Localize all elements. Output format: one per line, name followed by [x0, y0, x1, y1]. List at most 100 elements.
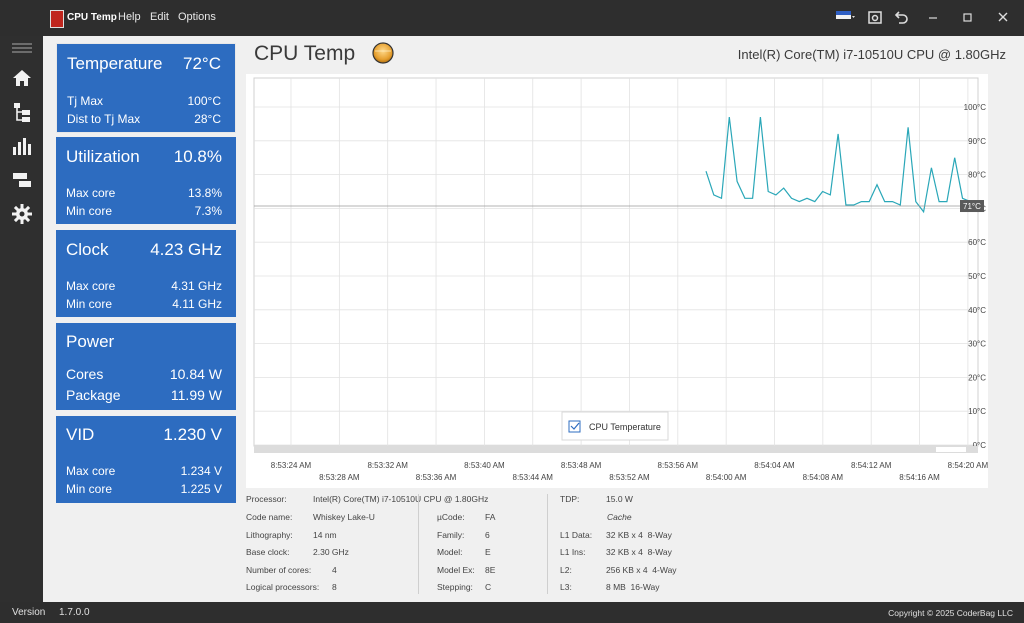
- plot-frame: [253, 77, 979, 447]
- y-tick-label: 20°C: [968, 373, 986, 382]
- title-bar: CPU Temp Help Edit Options: [0, 0, 1024, 36]
- x-tick-label: 8:53:44 AM: [513, 473, 554, 482]
- y-tick-label: 80°C: [968, 171, 986, 180]
- card-row: Tj Max 100°C: [67, 94, 221, 108]
- row-value: 11.99 W: [170, 387, 222, 403]
- x-tick-label: 8:54:16 AM: [899, 473, 940, 482]
- tdp-value: 15.0 W: [606, 494, 633, 504]
- processor-value: Intel(R) Core(TM) i7-10510U CPU @ 1.80GH…: [313, 494, 489, 504]
- card-value: 1.230 V: [163, 425, 222, 444]
- vid-card[interactable]: VID 1.230 V Max core 1.234 V Min core 1.22…: [56, 416, 236, 503]
- l3-label: L3:: [560, 582, 572, 592]
- minimize-icon[interactable]: [924, 9, 942, 27]
- row-label: Package: [66, 387, 121, 403]
- x-tick-label: 8:53:56 AM: [658, 461, 699, 470]
- card-row: Dist to Tj Max 28°C: [67, 112, 221, 126]
- screenshot-icon[interactable]: [866, 9, 884, 27]
- page-title: CPU Temp: [254, 42, 356, 65]
- undo-icon[interactable]: [892, 9, 910, 27]
- utilization-card[interactable]: Utilization 10.8% Max core 13.8% Min core…: [56, 137, 236, 224]
- clock-card[interactable]: Clock 4.23 GHz Max core 4.31 GHz Min core…: [56, 230, 236, 317]
- lithography-value: 14 nm: [313, 530, 337, 540]
- row-value: 4.11 GHz: [172, 297, 222, 311]
- x-tick-label: 8:53:28 AM: [319, 473, 360, 482]
- stepping-value: C: [485, 582, 492, 592]
- y-tick-label: 10°C: [968, 407, 986, 416]
- lithography-label: Lithography:: [246, 530, 293, 540]
- code-name-label: Code name:: [246, 512, 293, 522]
- logical-processors-value: 8: [332, 582, 337, 592]
- y-tick-label: 40°C: [968, 306, 986, 315]
- row-label: Min core: [66, 482, 113, 496]
- x-tick-label: 8:54:04 AM: [754, 461, 795, 470]
- chart-legend[interactable]: CPU Temperature: [561, 411, 669, 441]
- menu-icon[interactable]: [8, 38, 36, 66]
- series-line-cpu-temperature: [705, 117, 979, 214]
- row-value: 7.3%: [194, 204, 222, 218]
- tree-icon[interactable]: [8, 98, 36, 126]
- chart-scrollbar[interactable]: [254, 446, 978, 453]
- cores-label: Number of cores:: [246, 565, 312, 575]
- copyright-text: Copyright © 2025 CoderBag LLC: [888, 608, 1013, 618]
- x-tick-label: 8:54:00 AM: [706, 473, 747, 482]
- card-row: Min core 4.11 GHz: [66, 297, 222, 311]
- family-label: Family:: [437, 530, 465, 540]
- temperature-card[interactable]: Temperature 72°C Tj Max 100°C Dist to Tj …: [56, 43, 236, 133]
- y-tick-label: 60°C: [968, 238, 986, 247]
- x-tick-label: 8:53:36 AM: [416, 473, 457, 482]
- card-row: Cores 10.84 W: [66, 366, 222, 382]
- card-row: Package 11.99 W: [66, 387, 222, 403]
- home-icon[interactable]: [8, 64, 36, 92]
- family-value: 6: [485, 530, 490, 540]
- row-label: Min core: [66, 297, 113, 311]
- menu-options[interactable]: Options: [178, 11, 216, 23]
- x-tick-label: 8:53:48 AM: [561, 461, 602, 470]
- version-label: Version: [12, 607, 46, 618]
- stepping-label: Stepping:: [437, 582, 473, 592]
- layout-icon[interactable]: [8, 166, 36, 194]
- x-tick-label: 8:54:12 AM: [851, 461, 892, 470]
- card-value: 72°C: [183, 54, 221, 73]
- l1-data-label: L1 Data:: [560, 530, 593, 540]
- legend-checkbox[interactable]: [568, 420, 581, 433]
- language-flag-icon[interactable]: [836, 9, 855, 27]
- app-name: CPU Temp: [67, 12, 117, 23]
- logical-processors-label: Logical processors:: [246, 582, 320, 592]
- row-label: Min core: [66, 204, 113, 218]
- divider: [418, 494, 419, 594]
- current-value-label: 71°C: [963, 202, 981, 211]
- x-tick-label: 8:53:40 AM: [464, 461, 505, 470]
- status-bar: Version 1.7.0.0 Copyright © 2025 CoderBa…: [0, 602, 1024, 623]
- card-row: Max core 1.234 V: [66, 464, 222, 478]
- version-value: 1.7.0.0: [59, 607, 90, 618]
- x-tick-label: 8:53:24 AM: [271, 461, 312, 470]
- card-title: Power: [66, 332, 115, 351]
- menu-edit[interactable]: Edit: [150, 11, 169, 23]
- row-label: Tj Max: [67, 94, 103, 108]
- ucode-label: µCode:: [437, 512, 465, 522]
- power-card[interactable]: Power Cores 10.84 W Package 11.99 W: [56, 323, 236, 410]
- gear-icon[interactable]: [8, 200, 36, 228]
- l3-value: 8 MB 16-Way: [606, 582, 660, 592]
- row-label: Max core: [66, 464, 116, 478]
- model-ex-label: Model Ex:: [437, 565, 475, 575]
- chart-svg: 100°C90°C80°C70°C60°C50°C40°C30°C20°C10°…: [253, 77, 988, 482]
- card-title: Utilization: [66, 147, 140, 166]
- x-tick-label: 8:53:52 AM: [609, 473, 650, 482]
- tdp-label: TDP:: [560, 494, 580, 504]
- card-title: Clock: [66, 240, 109, 259]
- model-value: E: [485, 547, 491, 557]
- base-clock-value: 2.30 GHz: [313, 547, 349, 557]
- y-tick-label: 100°C: [964, 103, 987, 112]
- code-name-value: Whiskey Lake-U: [313, 512, 375, 522]
- x-tick-label: 8:53:32 AM: [367, 461, 408, 470]
- scrollbar-thumb[interactable]: [936, 447, 966, 452]
- row-value: 100°C: [187, 94, 222, 108]
- bar-chart-icon[interactable]: [8, 132, 36, 160]
- maximize-icon[interactable]: [958, 9, 976, 27]
- close-icon[interactable]: [994, 9, 1012, 27]
- legend-label: CPU Temperature: [589, 422, 661, 432]
- menu-help[interactable]: Help: [118, 11, 141, 23]
- cache-title: Cache: [607, 512, 632, 522]
- card-value: 10.8%: [173, 147, 222, 166]
